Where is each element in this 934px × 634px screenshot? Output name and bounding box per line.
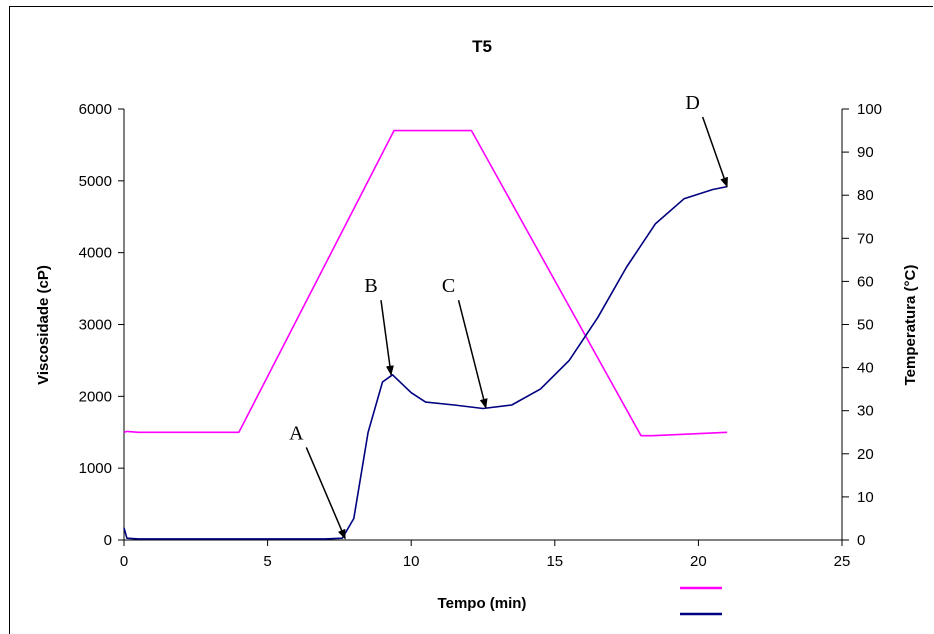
chart-frame [9, 6, 933, 634]
x-axis-label: Tempo (min) [438, 595, 527, 612]
viscosity-series-line [123, 185, 728, 540]
y-right-tick-label: 80 [857, 187, 874, 204]
x-tick-label: 10 [403, 553, 420, 570]
y-right-tick-label: 40 [857, 360, 874, 377]
y-right-tick-label: 50 [857, 317, 874, 334]
y-left-tick-label: 2000 [79, 388, 112, 405]
y-left-tick-label: 3000 [79, 317, 112, 334]
chart-title: T5 [472, 37, 492, 56]
y-right-tick-label: 70 [857, 230, 874, 247]
annotation-arrow-a [305, 447, 346, 540]
y-right-axis-label: Temperatura (°C) [902, 265, 919, 386]
y-right-tick-label: 30 [857, 403, 874, 420]
x-tick-label: 20 [690, 553, 707, 570]
annotation-label-c: C [442, 275, 455, 297]
annotation-arrow-d [701, 116, 728, 188]
y-right-tick-label: 20 [857, 446, 874, 463]
x-tick-label: 15 [546, 553, 563, 570]
y-left-tick-label: 5000 [79, 173, 112, 190]
y-left-tick-label: 6000 [79, 101, 112, 118]
series-group [123, 129, 728, 540]
axes-group: 0 5 10 15 20 25 0 1000 2000 3000 4000 5000 6000 0 10 20… [79, 101, 882, 570]
annotation-label-d: D [685, 92, 699, 114]
y-right-tick-label: 60 [857, 273, 874, 290]
y-left-tick-label: 1000 [79, 460, 112, 477]
temperature-series-line [123, 129, 728, 437]
y-right-tick-label: 10 [857, 489, 874, 506]
x-tick-label: 0 [120, 553, 128, 570]
annotations-group: A B C D [289, 92, 728, 540]
y-left-tick-label: 4000 [79, 245, 112, 262]
annotation-label-a: A [289, 422, 304, 444]
annotation-label-b: B [364, 275, 377, 297]
annotation-arrow-b [380, 300, 394, 376]
y-right-tick-label: 90 [857, 144, 874, 161]
y-left-axis-label: Viscosidade (cP) [35, 265, 52, 385]
y-right-tick-label: 0 [857, 532, 865, 549]
x-tick-label: 5 [263, 553, 271, 570]
legend [680, 586, 722, 616]
x-tick-label: 25 [834, 553, 851, 570]
y-right-tick-label: 100 [857, 101, 882, 118]
annotation-arrow-c [457, 299, 488, 409]
y-left-tick-label: 0 [104, 532, 112, 549]
